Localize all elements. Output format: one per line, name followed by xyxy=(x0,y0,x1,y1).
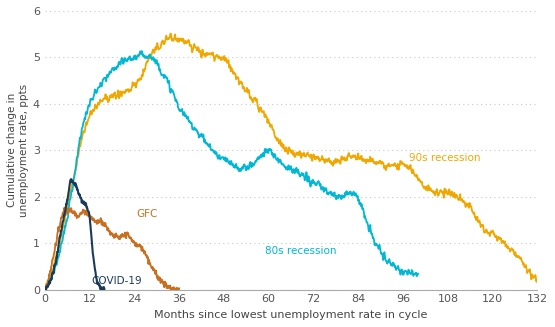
Text: 90s recession: 90s recession xyxy=(408,153,480,163)
X-axis label: Months since lowest unemployment rate in cycle: Months since lowest unemployment rate in… xyxy=(154,310,428,320)
Y-axis label: Cumulative change in
unemployment rate, ppts: Cumulative change in unemployment rate, … xyxy=(7,84,28,217)
Text: COVID-19: COVID-19 xyxy=(92,276,142,286)
Text: 80s recession: 80s recession xyxy=(265,246,336,256)
Text: GFC: GFC xyxy=(136,209,158,219)
